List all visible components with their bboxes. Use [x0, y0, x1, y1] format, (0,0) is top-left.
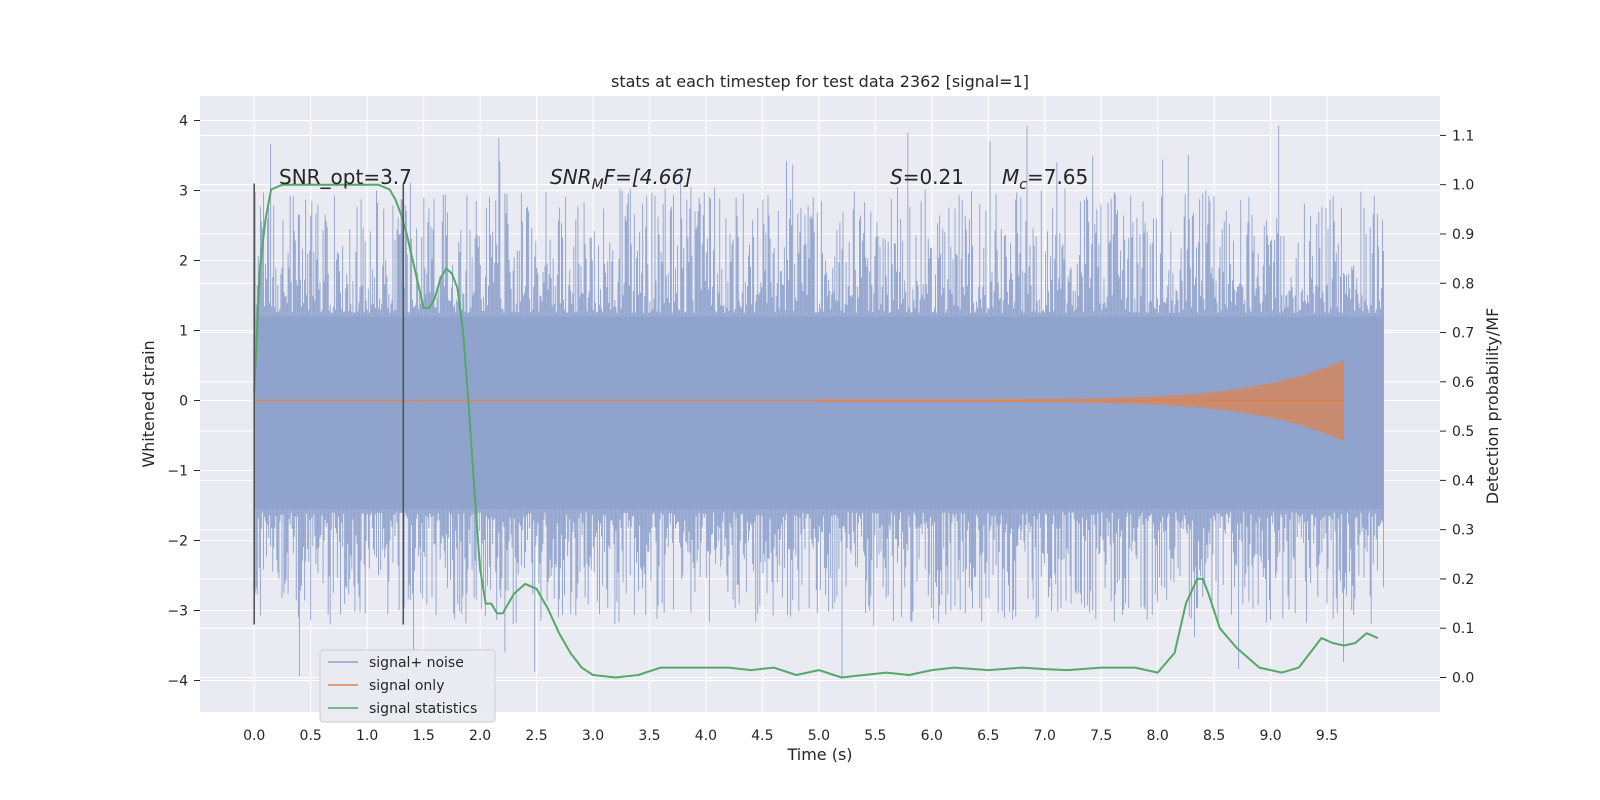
y-tick-label: −2 [167, 534, 188, 550]
vertical-lines [253, 183, 405, 625]
x-tick-label: 7.0 [1034, 728, 1056, 744]
x-tick-label: 1.0 [356, 728, 378, 744]
y-tick-label: −1 [167, 464, 188, 480]
x-tick-label: 4.0 [695, 728, 717, 744]
y2-tick-label: 0.3 [1452, 523, 1474, 539]
y-tick-label: 1 [179, 324, 188, 340]
y-tick-label: 2 [179, 254, 188, 270]
x-tick-label: 9.0 [1259, 728, 1281, 744]
mc-symbol: M [1002, 165, 1019, 189]
x-tick-label: 8.0 [1147, 728, 1169, 744]
x-tick-label: 0.5 [300, 728, 322, 744]
snr-mf-subscript: M [592, 177, 604, 193]
y2-tick-label: 0.9 [1452, 227, 1474, 243]
y2-tick-label: 0.1 [1452, 621, 1474, 637]
y2-tick-label: 0.6 [1452, 375, 1474, 391]
y2-tick-label: 0.7 [1452, 326, 1474, 342]
x-tick-label: 5.0 [808, 728, 830, 744]
x-tick-label: 0.0 [243, 728, 265, 744]
x-tick-label: 6.5 [977, 728, 999, 744]
x-tick-label: 3.5 [638, 728, 660, 744]
y2-tick-label: 0.0 [1452, 671, 1474, 687]
mc-subscript: c [1019, 177, 1027, 193]
legend-box [319, 649, 496, 723]
y-tick-label: 3 [179, 184, 188, 200]
x-axis-label: Time (s) [786, 745, 852, 764]
y-tick-label: −4 [167, 674, 188, 690]
y-tick-labels: −4 −3 −2 −1 0 1 2 3 4 [167, 114, 200, 690]
chart-title: stats at each timestep for test data 236… [611, 72, 1029, 91]
x-tick-label: 4.5 [751, 728, 773, 744]
y2-tick-label: 0.8 [1452, 276, 1474, 292]
s-value: =0.21 [903, 165, 964, 189]
legend-label-noise: signal+ noise [369, 655, 464, 671]
annotation-snr-opt: SNR_opt=3.7 [279, 165, 412, 189]
y2-tick-labels: 0.0 0.1 0.2 0.3 0.4 0.5 0.6 0.7 0.8 0.9 1.0 1.1 [1440, 128, 1474, 687]
signal-statistics-line [253, 183, 1379, 679]
y2-tick-label: 0.4 [1452, 473, 1474, 489]
legend-label-stats: signal statistics [369, 701, 477, 717]
x-tick-label: 2.5 [525, 728, 547, 744]
y2-axis-label: Detection probability/MF [1483, 308, 1502, 505]
snr-mf-value: F=[4.66] [604, 165, 692, 189]
x-tick-label: 5.5 [864, 728, 886, 744]
y-tick-label: 0 [179, 394, 188, 410]
y2-tick-label: 1.1 [1452, 128, 1474, 144]
snr-mf-symbol: SNR [550, 165, 592, 189]
s-symbol: S [890, 165, 903, 189]
annotation-s: S=0.21 [890, 165, 964, 189]
y-tick-label: −3 [167, 604, 188, 620]
annotation-mc: Mc=7.65 [1002, 165, 1088, 193]
y2-tick-label: 0.5 [1452, 424, 1474, 440]
x-tick-label: 1.5 [412, 728, 434, 744]
stats-series [253, 183, 1379, 679]
signal-series [254, 359, 1345, 442]
x-tick-label: 7.5 [1090, 728, 1112, 744]
legend-label-signal: signal only [369, 678, 444, 694]
x-tick-label: 3.0 [582, 728, 604, 744]
x-tick-labels: 0.0 0.5 1.0 1.5 2.0 2.5 3.0 3.5 4.0 4.5 5.0 5.5 6.0 6… [243, 728, 1338, 744]
annotation-snr-mf: SNRMF=[4.66] [550, 165, 692, 193]
y-axis-label: Whitened strain [139, 340, 158, 467]
y2-tick-label: 0.2 [1452, 572, 1474, 588]
x-tick-label: 8.5 [1203, 728, 1225, 744]
y2-tick-label: 1.0 [1452, 178, 1474, 194]
mc-value: =7.65 [1027, 165, 1088, 189]
x-tick-label: 9.5 [1316, 728, 1338, 744]
x-tick-label: 2.0 [469, 728, 491, 744]
x-tick-label: 6.0 [921, 728, 943, 744]
y-tick-label: 4 [179, 114, 188, 130]
legend: signal+ noise signal only signal statist… [319, 649, 496, 723]
noise-series [253, 125, 1384, 678]
